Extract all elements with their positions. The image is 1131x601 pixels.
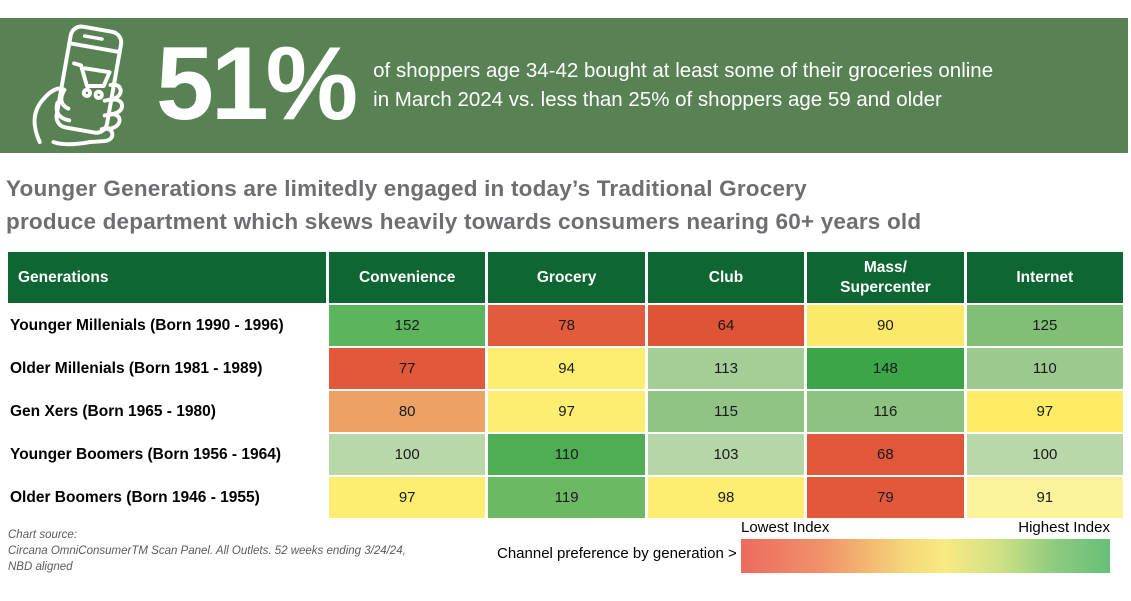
stat-description-line2: in March 2024 vs. less than 25% of shopp… (373, 87, 942, 111)
column-header-grocery: Grocery (488, 252, 645, 303)
heatmap-body: Younger Millenials (Born 1990 - 1996) 152… (8, 305, 1123, 518)
column-header-internet: Internet (966, 252, 1123, 303)
heatmap-cell: 80 (329, 391, 486, 432)
headline: Younger Generations are limitedly engage… (6, 172, 1106, 239)
heatmap-cell: 115 (647, 391, 805, 432)
generation-row-label: Older Boomers (Born 1946 - 1955) (8, 477, 326, 518)
heatmap-row: Gen Xers (Born 1965 - 1980) 80 97 115 116 97 (8, 391, 1123, 432)
headline-line1: Younger Generations are limitedly engage… (6, 176, 807, 201)
legend-note: Channel preference by generation > (497, 545, 737, 562)
generation-row-label: Younger Millenials (Born 1990 - 1996) (8, 305, 326, 346)
column-header-club: Club (647, 252, 805, 303)
heatmap-row: Younger Millenials (Born 1990 - 1996) 152… (8, 305, 1123, 346)
stat-description-line1: of shoppers age 34-42 bought at least so… (373, 58, 994, 82)
heatmap-cell: 116 (807, 391, 964, 432)
heatmap-cell: 97 (966, 391, 1123, 432)
chart-source-line2: Circana OmniConsumerTM Scan Panel. All O… (8, 545, 406, 558)
heatmap-cell: 91 (966, 477, 1123, 518)
heatmap-table: Generations Convenience Grocery Club Mas… (8, 252, 1123, 520)
heatmap-cell: 103 (647, 434, 805, 475)
generation-row-label: Gen Xers (Born 1965 - 1980) (8, 391, 326, 432)
chart-source: Chart source: Circana OmniConsumerTM Sca… (8, 527, 406, 575)
heatmap-cell: 100 (329, 434, 486, 475)
headline-line2: produce department which skews heavily t… (6, 209, 922, 235)
heatmap-row: Younger Boomers (Born 1956 - 1964) 100 110… (8, 434, 1123, 475)
heatmap-cell: 119 (488, 477, 645, 518)
heatmap-cell: 148 (807, 348, 964, 389)
color-scale-legend: Lowest Index Highest Index (741, 519, 1110, 573)
column-header-mass-supercenter: Mass/ Supercenter (807, 252, 964, 303)
heatmap-row: Older Millenials (Born 1981 - 1989) 77 94 1… (8, 348, 1123, 389)
column-header-generations: Generations (8, 252, 326, 303)
heatmap-header-row: Generations Convenience Grocery Club Mas… (8, 252, 1123, 303)
generation-row-label: Older Millenials (Born 1981 - 1989) (8, 348, 326, 389)
chart-source-line1: Chart source: (8, 529, 78, 541)
heatmap-cell: 64 (647, 305, 805, 346)
stat-description: of shoppers age 34-42 bought at least so… (373, 57, 993, 114)
heatmap-cell: 125 (966, 305, 1123, 346)
heatmap-cell: 77 (329, 348, 486, 389)
top-banner: 51% of shoppers age 34-42 bought at leas… (0, 18, 1128, 153)
column-header-convenience: Convenience (329, 252, 486, 303)
heatmap-cell: 97 (488, 391, 645, 432)
heatmap-cell: 110 (966, 348, 1123, 389)
generation-row-label: Younger Boomers (Born 1956 - 1964) (8, 434, 326, 475)
stat-value: 51% (156, 25, 358, 142)
heatmap-cell: 152 (329, 305, 486, 346)
legend-lowest-label: Lowest Index (741, 519, 830, 536)
heatmap-cell: 113 (647, 348, 805, 389)
legend-gradient-bar (741, 539, 1110, 573)
heatmap-cell: 68 (807, 434, 964, 475)
legend-labels: Lowest Index Highest Index (741, 519, 1110, 536)
chart-source-line3: NBD aligned (8, 561, 73, 574)
heatmap-cell: 79 (807, 477, 964, 518)
heatmap-cell: 100 (966, 434, 1123, 475)
phone-shopping-cart-icon (32, 24, 124, 146)
heatmap-cell: 94 (488, 348, 645, 389)
heatmap-cell: 97 (329, 477, 486, 518)
heatmap-cell: 98 (647, 477, 805, 518)
legend-highest-label: Highest Index (1018, 519, 1110, 536)
heatmap-cell: 110 (488, 434, 645, 475)
heatmap-cell: 90 (807, 305, 964, 346)
heatmap-cell: 78 (488, 305, 645, 346)
heatmap-row: Older Boomers (Born 1946 - 1955) 97 119 98 7… (8, 477, 1123, 518)
